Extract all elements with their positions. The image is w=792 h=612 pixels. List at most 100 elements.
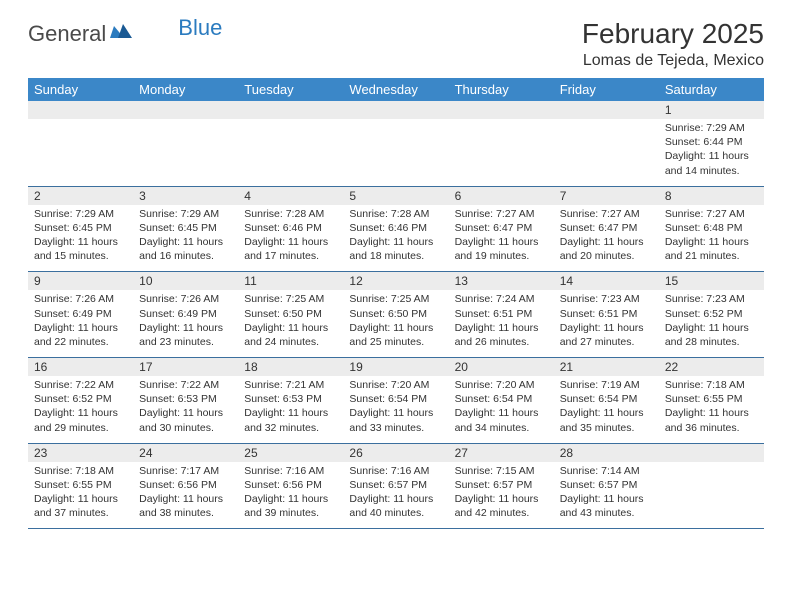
brand-name-part2: Blue bbox=[178, 17, 222, 39]
day-body: Sunrise: 7:24 AMSunset: 6:51 PMDaylight:… bbox=[449, 290, 554, 351]
day-body: Sunrise: 7:25 AMSunset: 6:50 PMDaylight:… bbox=[238, 290, 343, 351]
day-body bbox=[554, 119, 659, 123]
day-line: Sunrise: 7:22 AM bbox=[139, 378, 232, 392]
day-line: Sunset: 6:56 PM bbox=[139, 478, 232, 492]
day-line: Daylight: 11 hours and 30 minutes. bbox=[139, 406, 232, 434]
title-block: February 2025 Lomas de Tejeda, Mexico bbox=[582, 18, 764, 70]
day-number: 17 bbox=[133, 358, 238, 376]
day-number: 16 bbox=[28, 358, 133, 376]
day-line: Sunrise: 7:14 AM bbox=[560, 464, 653, 478]
day-line: Daylight: 11 hours and 36 minutes. bbox=[665, 406, 758, 434]
week-row: 23Sunrise: 7:18 AMSunset: 6:55 PMDayligh… bbox=[28, 443, 764, 529]
day-body: Sunrise: 7:27 AMSunset: 6:48 PMDaylight:… bbox=[659, 205, 764, 266]
day-number: 1 bbox=[659, 101, 764, 119]
day-number: 6 bbox=[449, 187, 554, 205]
day-number: 13 bbox=[449, 272, 554, 290]
day-cell: 7Sunrise: 7:27 AMSunset: 6:47 PMDaylight… bbox=[554, 186, 659, 272]
day-line: Sunset: 6:46 PM bbox=[349, 221, 442, 235]
day-line: Sunrise: 7:22 AM bbox=[34, 378, 127, 392]
day-number: 12 bbox=[343, 272, 448, 290]
week-row: 16Sunrise: 7:22 AMSunset: 6:52 PMDayligh… bbox=[28, 358, 764, 444]
day-line: Daylight: 11 hours and 21 minutes. bbox=[665, 235, 758, 263]
day-cell: 13Sunrise: 7:24 AMSunset: 6:51 PMDayligh… bbox=[449, 272, 554, 358]
day-line: Daylight: 11 hours and 20 minutes. bbox=[560, 235, 653, 263]
day-body: Sunrise: 7:27 AMSunset: 6:47 PMDaylight:… bbox=[449, 205, 554, 266]
day-line: Sunset: 6:53 PM bbox=[139, 392, 232, 406]
dow-friday: Friday bbox=[554, 78, 659, 101]
day-line: Sunrise: 7:29 AM bbox=[665, 121, 758, 135]
day-body: Sunrise: 7:28 AMSunset: 6:46 PMDaylight:… bbox=[238, 205, 343, 266]
day-line: Sunrise: 7:29 AM bbox=[34, 207, 127, 221]
day-line: Sunrise: 7:20 AM bbox=[349, 378, 442, 392]
day-body: Sunrise: 7:25 AMSunset: 6:50 PMDaylight:… bbox=[343, 290, 448, 351]
day-number: 14 bbox=[554, 272, 659, 290]
day-line: Sunset: 6:57 PM bbox=[560, 478, 653, 492]
week-row: 1Sunrise: 7:29 AMSunset: 6:44 PMDaylight… bbox=[28, 101, 764, 186]
day-line: Daylight: 11 hours and 18 minutes. bbox=[349, 235, 442, 263]
day-line: Daylight: 11 hours and 16 minutes. bbox=[139, 235, 232, 263]
day-number: 19 bbox=[343, 358, 448, 376]
day-number: 26 bbox=[343, 444, 448, 462]
day-line: Daylight: 11 hours and 34 minutes. bbox=[455, 406, 548, 434]
day-body: Sunrise: 7:20 AMSunset: 6:54 PMDaylight:… bbox=[343, 376, 448, 437]
day-number: 28 bbox=[554, 444, 659, 462]
day-body: Sunrise: 7:26 AMSunset: 6:49 PMDaylight:… bbox=[28, 290, 133, 351]
day-cell: 18Sunrise: 7:21 AMSunset: 6:53 PMDayligh… bbox=[238, 358, 343, 444]
day-body: Sunrise: 7:28 AMSunset: 6:46 PMDaylight:… bbox=[343, 205, 448, 266]
day-body bbox=[28, 119, 133, 123]
day-number bbox=[238, 101, 343, 119]
day-line: Sunrise: 7:17 AM bbox=[139, 464, 232, 478]
day-number: 18 bbox=[238, 358, 343, 376]
day-cell: 2Sunrise: 7:29 AMSunset: 6:45 PMDaylight… bbox=[28, 186, 133, 272]
day-cell: 25Sunrise: 7:16 AMSunset: 6:56 PMDayligh… bbox=[238, 443, 343, 529]
dow-wednesday: Wednesday bbox=[343, 78, 448, 101]
day-body: Sunrise: 7:23 AMSunset: 6:51 PMDaylight:… bbox=[554, 290, 659, 351]
day-line: Sunset: 6:57 PM bbox=[349, 478, 442, 492]
dow-row: Sunday Monday Tuesday Wednesday Thursday… bbox=[28, 78, 764, 101]
day-line: Sunrise: 7:27 AM bbox=[665, 207, 758, 221]
day-cell: 19Sunrise: 7:20 AMSunset: 6:54 PMDayligh… bbox=[343, 358, 448, 444]
day-line: Sunset: 6:48 PM bbox=[665, 221, 758, 235]
day-line: Daylight: 11 hours and 28 minutes. bbox=[665, 321, 758, 349]
day-line: Sunset: 6:52 PM bbox=[34, 392, 127, 406]
day-body: Sunrise: 7:15 AMSunset: 6:57 PMDaylight:… bbox=[449, 462, 554, 523]
day-line: Sunset: 6:51 PM bbox=[455, 307, 548, 321]
day-number: 9 bbox=[28, 272, 133, 290]
day-number: 21 bbox=[554, 358, 659, 376]
dow-monday: Monday bbox=[133, 78, 238, 101]
dow-thursday: Thursday bbox=[449, 78, 554, 101]
day-line: Sunrise: 7:28 AM bbox=[349, 207, 442, 221]
day-cell: 15Sunrise: 7:23 AMSunset: 6:52 PMDayligh… bbox=[659, 272, 764, 358]
dow-saturday: Saturday bbox=[659, 78, 764, 101]
day-body: Sunrise: 7:17 AMSunset: 6:56 PMDaylight:… bbox=[133, 462, 238, 523]
brand-logo: General Blue bbox=[28, 22, 222, 45]
day-line: Daylight: 11 hours and 42 minutes. bbox=[455, 492, 548, 520]
day-line: Sunrise: 7:23 AM bbox=[560, 292, 653, 306]
day-body bbox=[133, 119, 238, 123]
day-body: Sunrise: 7:18 AMSunset: 6:55 PMDaylight:… bbox=[659, 376, 764, 437]
day-number bbox=[133, 101, 238, 119]
day-body: Sunrise: 7:21 AMSunset: 6:53 PMDaylight:… bbox=[238, 376, 343, 437]
day-cell: 6Sunrise: 7:27 AMSunset: 6:47 PMDaylight… bbox=[449, 186, 554, 272]
day-cell bbox=[238, 101, 343, 186]
day-line: Sunrise: 7:27 AM bbox=[560, 207, 653, 221]
day-body: Sunrise: 7:16 AMSunset: 6:56 PMDaylight:… bbox=[238, 462, 343, 523]
day-cell bbox=[133, 101, 238, 186]
day-line: Sunset: 6:51 PM bbox=[560, 307, 653, 321]
day-line: Sunset: 6:45 PM bbox=[139, 221, 232, 235]
day-body: Sunrise: 7:20 AMSunset: 6:54 PMDaylight:… bbox=[449, 376, 554, 437]
day-number bbox=[28, 101, 133, 119]
day-line: Daylight: 11 hours and 40 minutes. bbox=[349, 492, 442, 520]
day-line: Daylight: 11 hours and 17 minutes. bbox=[244, 235, 337, 263]
day-line: Daylight: 11 hours and 27 minutes. bbox=[560, 321, 653, 349]
day-cell: 27Sunrise: 7:15 AMSunset: 6:57 PMDayligh… bbox=[449, 443, 554, 529]
day-line: Sunset: 6:49 PM bbox=[34, 307, 127, 321]
day-cell: 10Sunrise: 7:26 AMSunset: 6:49 PMDayligh… bbox=[133, 272, 238, 358]
day-number: 8 bbox=[659, 187, 764, 205]
day-line: Sunrise: 7:16 AM bbox=[349, 464, 442, 478]
day-line: Sunrise: 7:28 AM bbox=[244, 207, 337, 221]
day-body: Sunrise: 7:26 AMSunset: 6:49 PMDaylight:… bbox=[133, 290, 238, 351]
day-number: 27 bbox=[449, 444, 554, 462]
day-cell: 26 Sunrise: 7:16 AMSunset: 6:57 PMDayligh… bbox=[343, 443, 448, 529]
day-line: Sunset: 6:55 PM bbox=[34, 478, 127, 492]
